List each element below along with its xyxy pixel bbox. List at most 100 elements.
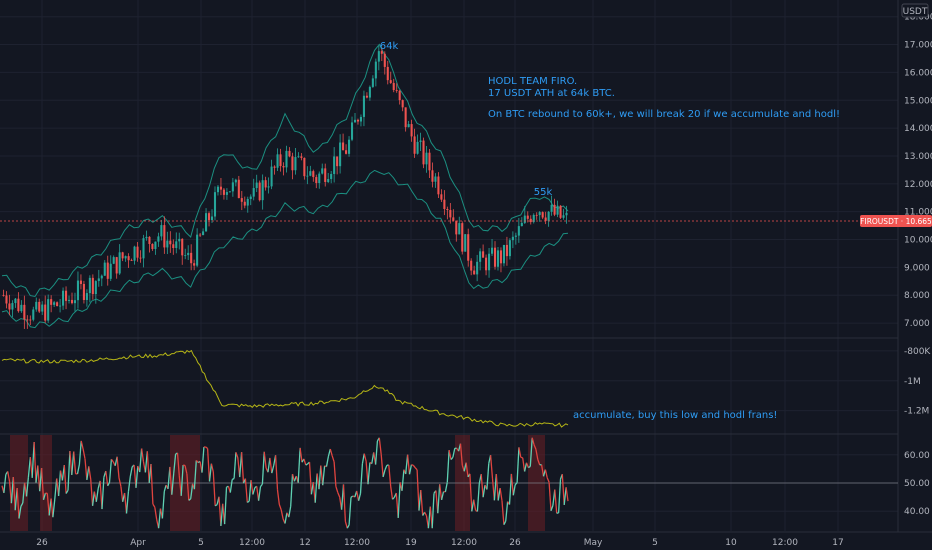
candle-body[interactable] bbox=[261, 180, 264, 201]
candle-body[interactable] bbox=[237, 179, 240, 199]
candle-body[interactable] bbox=[11, 303, 14, 310]
candle-body[interactable] bbox=[121, 252, 124, 259]
candle-body[interactable] bbox=[464, 234, 467, 252]
candle-body[interactable] bbox=[252, 188, 255, 197]
candle-body[interactable] bbox=[383, 53, 386, 67]
candle-body[interactable] bbox=[327, 179, 330, 183]
candle-body[interactable] bbox=[291, 156, 294, 171]
candle-body[interactable] bbox=[169, 240, 172, 245]
candle-body[interactable] bbox=[422, 140, 425, 165]
candle-body[interactable] bbox=[213, 192, 217, 217]
candle-body[interactable] bbox=[523, 215, 526, 223]
candle-body[interactable] bbox=[160, 225, 163, 237]
candle-body[interactable] bbox=[413, 136, 416, 154]
candle-body[interactable] bbox=[59, 305, 62, 307]
candle-body[interactable] bbox=[88, 277, 91, 294]
candle-body[interactable] bbox=[547, 211, 550, 221]
candle-body[interactable] bbox=[85, 293, 88, 300]
candle-body[interactable] bbox=[365, 95, 368, 98]
candle-body[interactable] bbox=[106, 262, 109, 279]
candle-body[interactable] bbox=[526, 215, 529, 219]
candle-body[interactable] bbox=[273, 166, 276, 168]
candle-body[interactable] bbox=[243, 201, 246, 206]
candle-body[interactable] bbox=[100, 275, 103, 279]
candle-body[interactable] bbox=[455, 220, 458, 235]
candle-body[interactable] bbox=[94, 281, 97, 295]
candle-body[interactable] bbox=[356, 119, 360, 122]
candle-body[interactable] bbox=[389, 80, 392, 83]
candle-body[interactable] bbox=[371, 78, 374, 87]
candle-body[interactable] bbox=[467, 234, 470, 261]
candle-body[interactable] bbox=[362, 95, 365, 117]
candle-body[interactable] bbox=[538, 212, 541, 216]
candle-body[interactable] bbox=[461, 223, 464, 252]
candle-body[interactable] bbox=[392, 82, 395, 91]
candle-body[interactable] bbox=[222, 189, 225, 195]
candle-body[interactable] bbox=[440, 194, 443, 200]
candle-body[interactable] bbox=[246, 198, 249, 206]
candle-body[interactable] bbox=[14, 298, 17, 304]
candle-body[interactable] bbox=[499, 250, 503, 264]
candle-body[interactable] bbox=[470, 260, 473, 271]
candle-body[interactable] bbox=[175, 241, 178, 249]
candle-body[interactable] bbox=[404, 107, 407, 128]
candle-body[interactable] bbox=[550, 204, 553, 212]
candle-body[interactable] bbox=[17, 298, 20, 312]
candle-body[interactable] bbox=[359, 116, 363, 122]
candle-body[interactable] bbox=[109, 263, 112, 279]
candle-body[interactable] bbox=[428, 152, 431, 171]
candle-body[interactable] bbox=[196, 234, 199, 266]
candle-body[interactable] bbox=[333, 156, 336, 174]
candle-body[interactable] bbox=[485, 257, 488, 271]
candle-body[interactable] bbox=[97, 278, 100, 282]
candle-body[interactable] bbox=[23, 304, 26, 320]
candle-body[interactable] bbox=[163, 225, 166, 248]
candle-body[interactable] bbox=[124, 256, 127, 259]
candle-body[interactable] bbox=[342, 142, 345, 151]
candle-body[interactable] bbox=[190, 252, 193, 264]
candle-body[interactable] bbox=[172, 244, 175, 249]
candle-body[interactable] bbox=[294, 157, 297, 171]
candle-body[interactable] bbox=[157, 236, 160, 242]
candle-body[interactable] bbox=[249, 196, 252, 199]
candle-body[interactable] bbox=[407, 124, 410, 128]
candle-body[interactable] bbox=[517, 226, 520, 236]
candle-body[interactable] bbox=[20, 304, 23, 312]
price-pane[interactable] bbox=[1, 43, 569, 329]
candle-body[interactable] bbox=[476, 261, 479, 275]
time-axis[interactable]: 26 Apr 5 12:00 12 12:00 19 12:00 26 May 5 10 12:00 17 bbox=[36, 538, 843, 548]
candle-body[interactable] bbox=[312, 171, 315, 178]
candle-body[interactable] bbox=[2, 295, 5, 297]
candle-body[interactable] bbox=[425, 152, 428, 165]
candle-body[interactable] bbox=[348, 139, 351, 154]
candle-body[interactable] bbox=[139, 257, 142, 259]
candle-body[interactable] bbox=[437, 176, 440, 195]
candle-body[interactable] bbox=[282, 166, 285, 168]
candle-body[interactable] bbox=[184, 255, 187, 256]
candle-body[interactable] bbox=[511, 236, 514, 241]
candle-body[interactable] bbox=[514, 235, 517, 237]
currency-selector[interactable]: USDT bbox=[901, 3, 929, 18]
candle-body[interactable] bbox=[321, 168, 324, 174]
candle-body[interactable] bbox=[276, 154, 279, 168]
candle-body[interactable] bbox=[386, 66, 389, 81]
obv-pane[interactable] bbox=[1, 349, 569, 428]
candle-body[interactable] bbox=[452, 217, 455, 221]
candle-body[interactable] bbox=[419, 140, 422, 142]
candle-body[interactable] bbox=[339, 142, 342, 167]
candle-body[interactable] bbox=[82, 283, 85, 300]
candle-body[interactable] bbox=[473, 270, 476, 275]
candle-body[interactable] bbox=[479, 251, 482, 262]
candle-body[interactable] bbox=[529, 218, 532, 223]
candle-body[interactable] bbox=[458, 223, 461, 235]
candle-body[interactable] bbox=[67, 299, 71, 301]
candle-body[interactable] bbox=[151, 243, 154, 250]
candle-body[interactable] bbox=[496, 250, 500, 267]
candle-body[interactable] bbox=[368, 86, 371, 98]
candle-body[interactable] bbox=[565, 212, 568, 216]
candle-body[interactable] bbox=[493, 247, 497, 267]
candle-body[interactable] bbox=[199, 234, 202, 236]
candle-body[interactable] bbox=[380, 51, 383, 54]
candle-body[interactable] bbox=[178, 238, 181, 242]
